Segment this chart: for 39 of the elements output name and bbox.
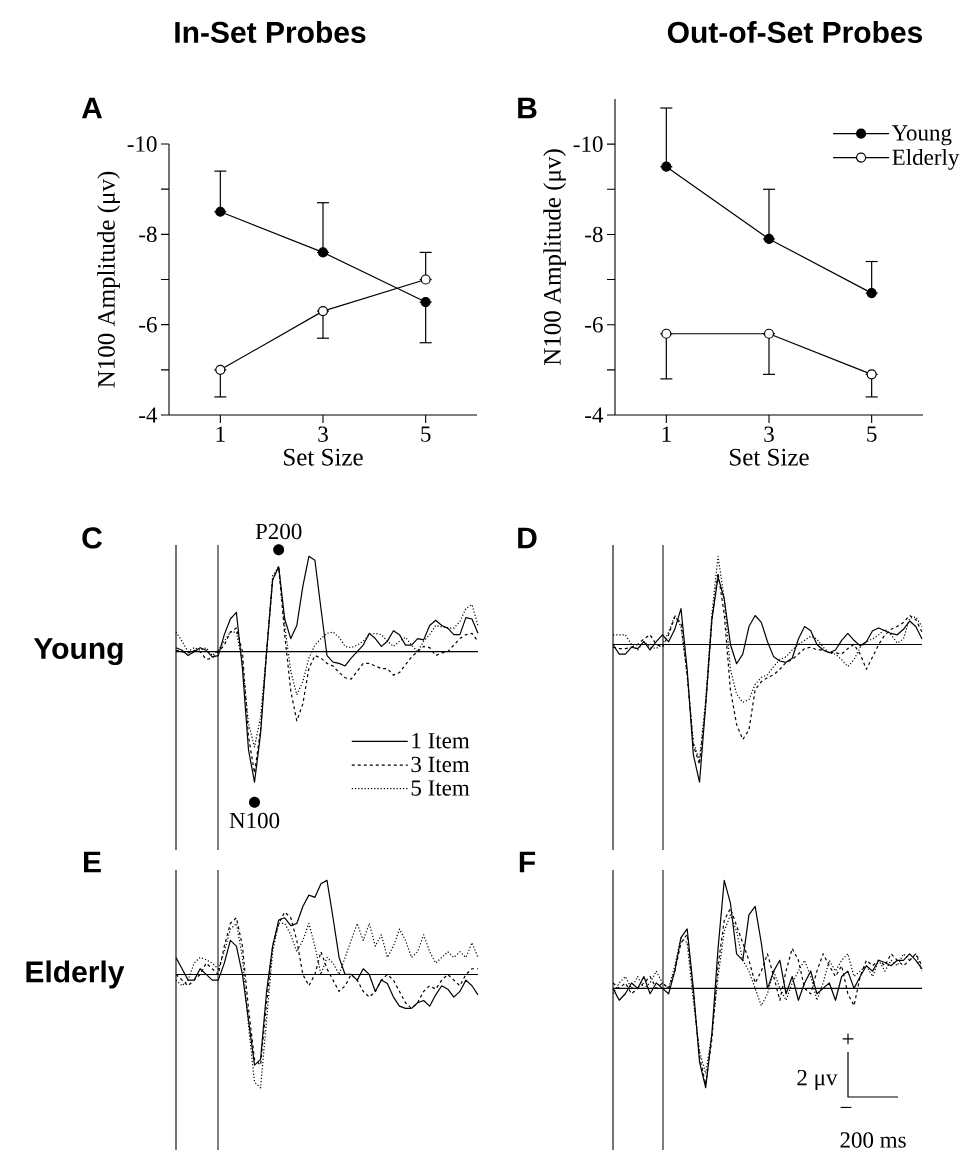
x-axis-title: Set Size (730, 448, 809, 466)
annotation: + (842, 1033, 854, 1045)
y-axis-title: N100 Amplitude (μv) (543, 149, 566, 366)
chart-title: C (82, 527, 103, 549)
x-tick-label: 5 (421, 426, 431, 442)
y-axis-title: N100 Amplitude (μv) (97, 171, 120, 388)
chart-title: D (518, 527, 537, 549)
chart-subtitle: B (518, 97, 537, 119)
text: 200 ms (840, 1132, 906, 1148)
y-tick-label: -4 (585, 407, 604, 423)
text: − (840, 1106, 852, 1109)
chart-subtitle: A (81, 97, 103, 119)
y-tick-label: -6 (585, 316, 603, 333)
x-tick-label: 1 (216, 426, 225, 442)
legend-label: 3 Item (411, 756, 470, 773)
chart-title: Out-of-Set Probes (667, 20, 923, 44)
x-tick-label: 1 (662, 426, 671, 442)
legend-label: 1 Item (412, 733, 470, 749)
chart-title: In-Set Probes (175, 20, 366, 44)
y-tick-label: -10 (573, 136, 603, 152)
legend-label: Young (891, 125, 952, 146)
y-tick-label: -8 (585, 226, 603, 243)
y-tick-label: -8 (139, 226, 157, 243)
chart-title: E (84, 851, 101, 873)
y-tick-label: -6 (139, 316, 157, 333)
chart-title: F (519, 851, 536, 873)
x-axis-title: Set Size (284, 448, 363, 466)
y-tick-label: -10 (127, 136, 157, 152)
legend-label: Elderly (892, 148, 960, 170)
y-tick-label: -4 (139, 407, 158, 423)
x-tick-label: 5 (867, 426, 877, 442)
x-tick-label: 3 (318, 426, 328, 442)
annotation: 2 μv (797, 1069, 838, 1091)
legend-label: 5 Item (411, 780, 470, 796)
x-tick-label: 3 (764, 426, 774, 442)
y-axis-title: Elderly (26, 960, 125, 989)
y-axis-title: Young (33, 638, 123, 666)
annotation: N100 (229, 812, 280, 829)
annotation: P200 (255, 523, 302, 540)
